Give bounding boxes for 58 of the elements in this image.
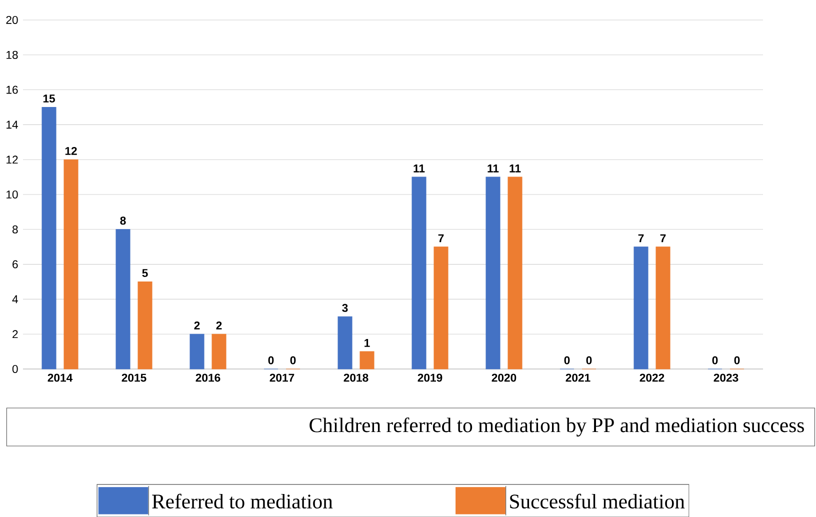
y-tick-label: 4: [12, 295, 18, 304]
x-tick-label: 2019: [418, 374, 442, 382]
bar: [212, 334, 226, 370]
y-tick-label: 2: [12, 330, 18, 338]
data-label: 0: [712, 356, 718, 364]
data-label: 11: [488, 164, 499, 172]
legend-label: Referred to mediation: [152, 494, 333, 509]
data-label: 5: [142, 269, 148, 278]
x-tick-label: 2023: [714, 374, 738, 382]
data-label: 3: [342, 304, 348, 312]
x-tick-label: 2015: [122, 374, 146, 382]
bar: [190, 334, 204, 370]
data-label: 1: [364, 339, 370, 347]
y-tick-label: 10: [6, 190, 18, 199]
y-tick-label: 20: [6, 16, 18, 24]
bar: [360, 351, 374, 370]
y-tick-label: 6: [12, 260, 18, 268]
bar: [634, 246, 648, 370]
text: Children referred to mediation by PP and mediation success: [310, 417, 804, 436]
bar: [42, 106, 56, 370]
data-label: 0: [268, 356, 274, 364]
bar: [656, 246, 670, 370]
bar: [486, 176, 500, 370]
bar: [412, 176, 426, 370]
x-tick-label: 2014: [48, 374, 73, 382]
y-tick-label: 16: [6, 86, 18, 94]
y-tick-label: 12: [6, 156, 18, 164]
x-tick-label: 2017: [270, 374, 294, 382]
bar: [64, 159, 78, 370]
data-label: 11: [510, 164, 521, 172]
data-label: 0: [290, 356, 296, 364]
data-label: 15: [43, 94, 55, 103]
data-label: 0: [734, 356, 740, 364]
data-label: 2: [194, 321, 200, 330]
y-tick-label: 8: [12, 225, 18, 234]
data-label: 7: [438, 234, 444, 242]
data-label: 0: [586, 356, 592, 364]
x-tick-label: 2020: [492, 374, 516, 382]
data-label: 7: [638, 234, 644, 242]
bar: [338, 316, 352, 370]
x-tick-label: 2016: [196, 374, 220, 382]
legend-label: Successful mediation: [510, 494, 685, 509]
data-label: 7: [660, 234, 666, 242]
x-tick-label: 2018: [344, 374, 368, 382]
bar: [138, 281, 152, 370]
x-tick-label: 2021: [566, 374, 590, 382]
x-tick-label: 2022: [640, 374, 664, 382]
data-label: 11: [414, 164, 425, 172]
bar: [434, 246, 448, 370]
bar: [116, 229, 130, 370]
y-tick-label: 0: [12, 364, 18, 374]
data-label: 2: [216, 321, 222, 330]
y-tick-label: 18: [6, 50, 18, 59]
data-label: 12: [65, 146, 77, 155]
bar: [508, 176, 522, 370]
y-tick-label: 14: [6, 120, 18, 129]
data-label: 8: [120, 216, 126, 225]
data-label: 0: [564, 356, 570, 364]
